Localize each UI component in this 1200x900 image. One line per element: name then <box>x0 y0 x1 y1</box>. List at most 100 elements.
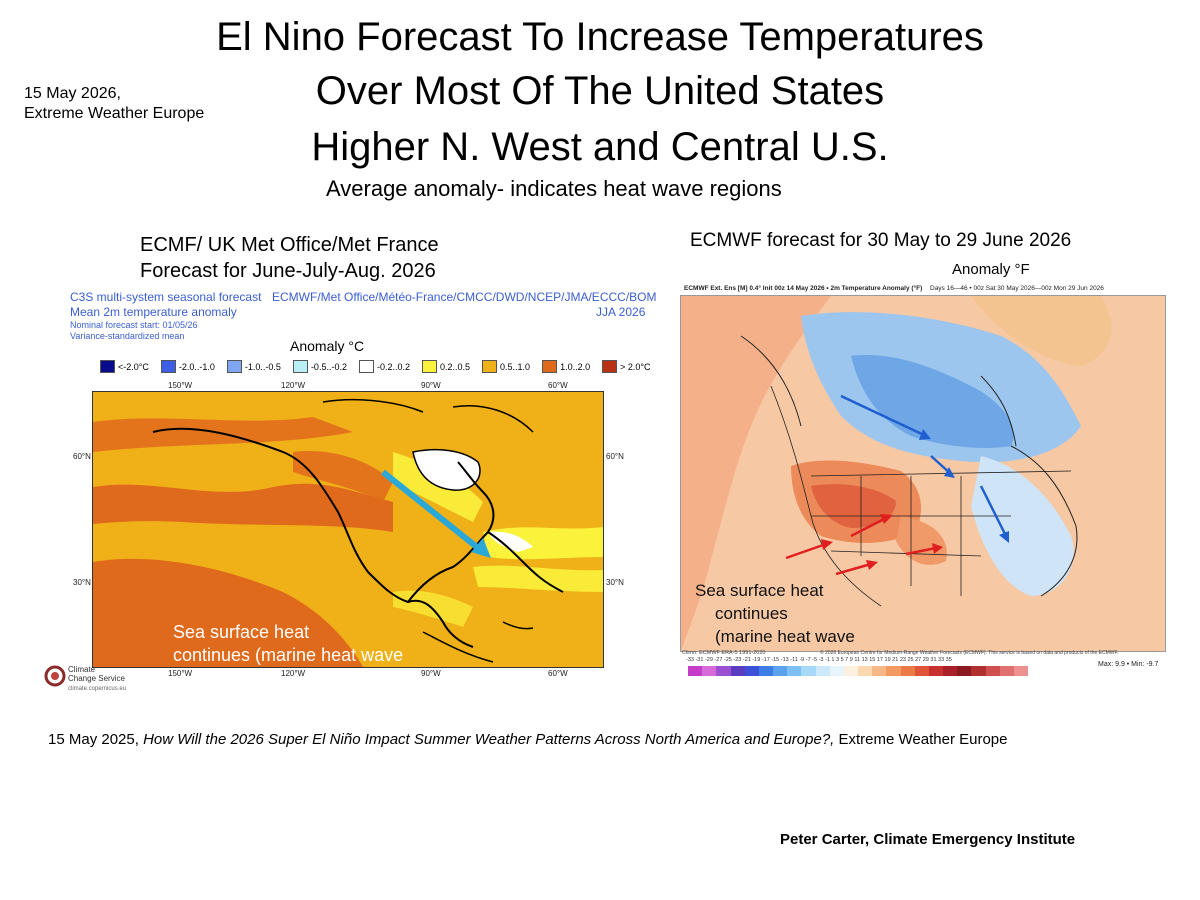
legend-item: > 2.0°C <box>602 360 650 373</box>
colorbar-segment <box>843 666 859 676</box>
source-line: Extreme Weather Europe <box>24 105 205 122</box>
colorbar-segment <box>688 666 703 676</box>
colorbar-segment <box>744 666 759 676</box>
left-seasonal-anomaly-map: Sea surface heat continues (marine heat … <box>92 391 604 668</box>
legend-label: -2.0..-1.0 <box>178 361 215 372</box>
colorbar-segment <box>943 666 958 676</box>
lon-bottom-120: 120°W <box>281 669 306 678</box>
right-overlay-line-1: Sea surface heat <box>695 581 824 600</box>
subtitle: Average anomaly- indicates heat wave reg… <box>326 176 782 201</box>
title-line-1: El Nino Forecast To Increase Temperature… <box>216 15 984 59</box>
right-footer-left: Climo: ECMWF ERA-5 1991-2020 <box>682 650 766 656</box>
left-anomaly-label: Anomaly °C <box>290 338 365 354</box>
colorbar-segment <box>716 666 731 676</box>
colorbar-segment <box>872 666 887 676</box>
right-overlay-line-2: continues <box>715 604 788 623</box>
colorbar-segment <box>829 666 844 676</box>
left-legend: <-2.0°C -2.0..-1.0 -1.0..-0.5 -0.5..-0.2 -0.… <box>100 360 658 373</box>
right-colorbar <box>688 666 1029 676</box>
legend-item: -0.5..-0.2 <box>292 360 347 373</box>
colorbar-segment <box>1013 666 1029 676</box>
legend-item: 0.2..0.5 <box>422 360 470 373</box>
legend-swatch <box>292 360 308 373</box>
legend-label: > 2.0°C <box>620 361 651 372</box>
lon-top-90: 90°W <box>421 381 441 390</box>
legend-item: <-2.0°C <box>100 360 149 373</box>
climate-change-service-logo-icon <box>44 665 66 687</box>
lon-top-120: 120°W <box>281 381 306 390</box>
colorbar-segment <box>999 666 1014 676</box>
title-line-2: Over Most Of The United States <box>315 69 885 113</box>
legend-swatch <box>100 360 115 373</box>
colorbar-segment <box>758 666 774 676</box>
c3s-season: JJA 2026 <box>596 305 646 319</box>
colorbar-segment <box>801 666 816 676</box>
colorbar-segment <box>971 666 986 676</box>
colorbar-segment <box>858 666 873 676</box>
c3s-title-1: C3S multi-system seasonal forecast <box>70 290 262 304</box>
credit: Peter Carter, Climate Emergency Institut… <box>780 831 1076 848</box>
legend-swatch <box>482 360 498 373</box>
c3s-agencies: ECMWF/Met Office/Météo-France/CMCC/DWD/N… <box>272 290 657 304</box>
lon-bottom-150: 150°W <box>168 669 193 678</box>
legend-swatch <box>602 360 618 373</box>
legend-item: 1.0..2.0 <box>542 360 590 373</box>
legend-item: 0.5..1.0 <box>482 360 530 373</box>
left-heading-line-1: ECMF/ UK Met Office/Met France <box>140 234 439 256</box>
right-anomaly-label: Anomaly °F <box>952 261 1030 278</box>
right-monthly-anomaly-map: Sea surface heat continues (marine heat … <box>680 295 1166 652</box>
colorbar-segment <box>985 666 1000 676</box>
copernicus-logo <box>44 664 66 693</box>
legend-label: -0.2..0.2 <box>376 361 410 372</box>
date-source: 15 May 2026, Extreme Weather Europe <box>24 84 204 124</box>
lat-right-60: 60°N <box>606 452 624 461</box>
date-line: 15 May 2026, <box>24 85 121 102</box>
citation-title: How Will the 2026 Super El Niño Impact S… <box>143 731 835 748</box>
right-colorbar-ticks: -33 -31 -29 -27 -25 -23 -21 -19 -17 -15 … <box>686 657 952 663</box>
left-heading-line-2: Forecast for June-July-Aug. 2026 <box>140 260 436 282</box>
colorbar-segment <box>886 666 901 676</box>
lon-top-60: 60°W <box>548 381 568 390</box>
right-maxmin: Max: 9.9 • Min: -9.7 <box>1098 661 1159 668</box>
copernicus-text: Climate Change Service <box>68 665 125 683</box>
right-map-header-right: Days 16—46 • 00z Sat 30 May 2026—00z Mon… <box>930 285 1104 292</box>
right-overlay-line-3: (marine heat wave <box>715 627 855 646</box>
legend-item: -0.2..0.2 <box>358 360 410 373</box>
lon-top-150: 150°W <box>168 381 193 390</box>
lat-left-30: 30°N <box>73 578 91 587</box>
colorbar-segment <box>957 666 972 676</box>
lon-bottom-60: 60°W <box>548 669 568 678</box>
legend-swatch <box>422 360 437 373</box>
c3s-mean: Variance-standardized mean <box>70 331 185 341</box>
legend-label: <-2.0°C <box>118 361 149 372</box>
colorbar-segment <box>914 666 929 676</box>
citation-date: 15 May 2025, <box>48 731 144 748</box>
legend-swatch <box>358 360 374 373</box>
lat-right-30: 30°N <box>606 578 624 587</box>
c3s-title-2: Mean 2m temperature anomaly <box>70 305 237 319</box>
citation: 15 May 2025, How Will the 2026 Super El … <box>48 731 1007 748</box>
legend-label: 1.0..2.0 <box>560 361 591 372</box>
colorbar-segment <box>787 666 802 676</box>
colorbar-segment <box>730 666 745 676</box>
citation-source: Extreme Weather Europe <box>834 731 1008 748</box>
copernicus-url: climate.copernicus.eu <box>68 686 127 692</box>
right-panel-heading: ECMWF forecast for 30 May to 29 June 202… <box>690 230 1072 251</box>
colorbar-segment <box>773 666 788 676</box>
colorbar-segment <box>928 666 944 676</box>
legend-swatch <box>160 360 176 373</box>
left-panel-heading: ECMF/ UK Met Office/Met France Forecast … <box>140 232 439 284</box>
right-map-header-left: ECMWF Ext. Ens [M] 0.4° Init 00z 14 May … <box>684 285 923 292</box>
legend-label: -1.0..-0.5 <box>244 361 281 372</box>
lat-left-60: 60°N <box>73 452 91 461</box>
left-overlay-line-1: Sea surface heat <box>173 622 310 642</box>
lon-bottom-90: 90°W <box>421 669 441 678</box>
colorbar-segment <box>900 666 915 676</box>
logo-line-1: Climate <box>68 665 96 674</box>
title-line-3: Higher N. West and Central U.S. <box>311 125 889 169</box>
c3s-start: Nominal forecast start: 01/05/26 <box>70 320 198 330</box>
legend-swatch <box>542 360 558 373</box>
legend-label: 0.5..1.0 <box>500 361 531 372</box>
legend-swatch <box>226 360 242 373</box>
right-footer-mid: © 2026 European Centre for Medium-Range … <box>820 650 1119 656</box>
